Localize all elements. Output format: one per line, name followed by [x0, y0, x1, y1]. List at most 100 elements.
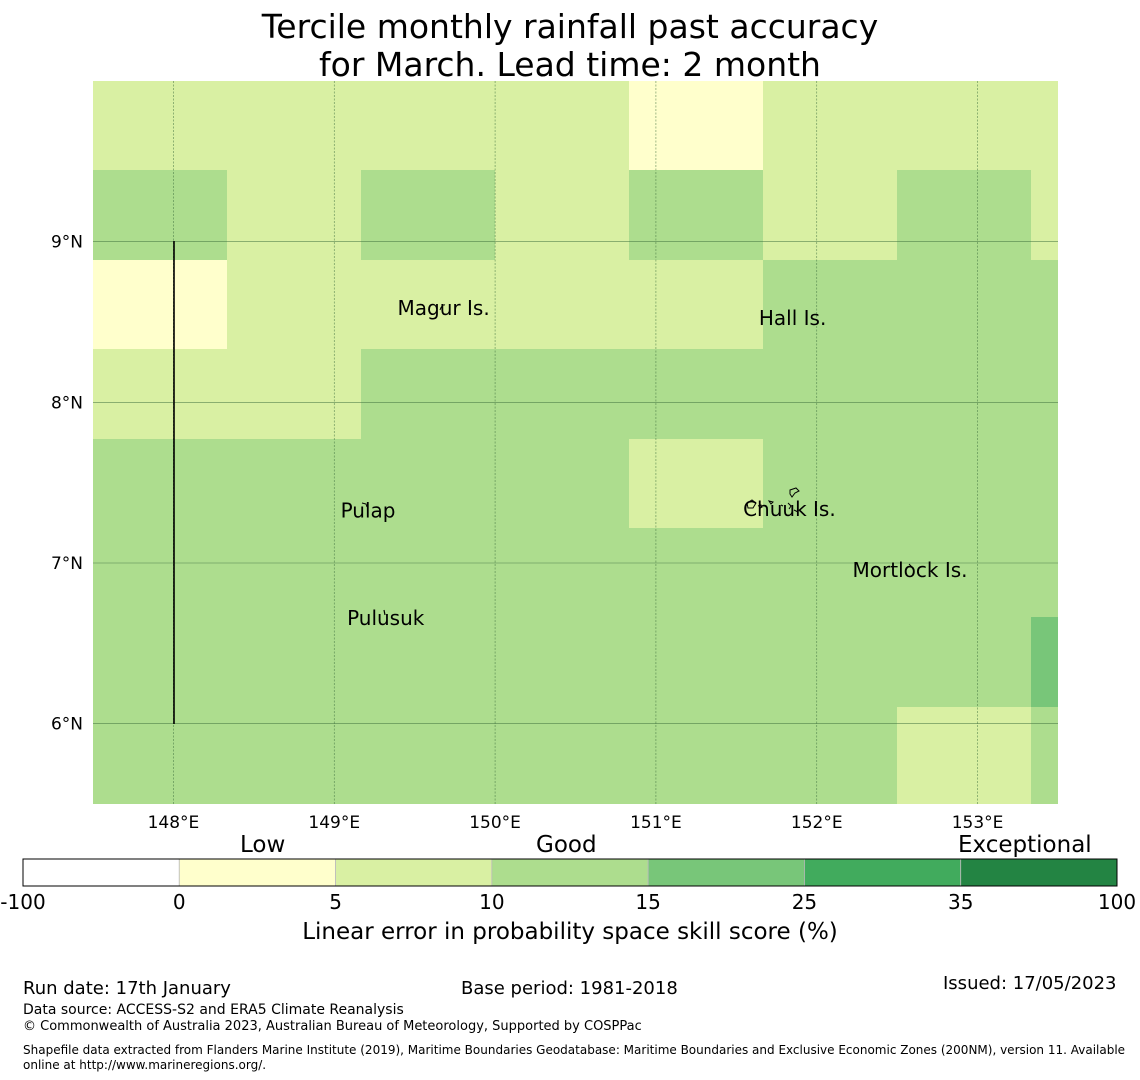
skill-cell — [763, 349, 897, 439]
chart-title-line1: Tercile monthly rainfall past accuracy — [261, 7, 879, 46]
lat-tick-label: 9°N — [51, 233, 83, 253]
skill-cell — [1031, 707, 1058, 804]
colorbar-bin — [960, 858, 1118, 887]
skill-cell — [93, 617, 227, 707]
skill-cell — [495, 617, 629, 707]
skill-cell — [361, 707, 495, 804]
skill-cell — [495, 349, 629, 439]
lat-tick-label: 7°N — [51, 554, 83, 574]
copyright-notice: © Commonwealth of Australia 2023, Austra… — [23, 1019, 642, 1034]
skill-cell — [93, 81, 227, 170]
colorbar-bin — [804, 858, 962, 887]
chart-title-line2: for March. Lead time: 2 month — [319, 45, 821, 84]
colorbar-bin — [22, 858, 180, 887]
pulusuk-island-outline — [383, 609, 386, 616]
map-features — [173, 241, 913, 724]
run-date: Run date: 17th January — [23, 978, 231, 999]
skill-cell — [897, 349, 1031, 439]
place-label: Mortlock Is. — [853, 558, 968, 582]
lat-tick-label: 6°N — [51, 715, 83, 735]
skill-cell — [495, 260, 629, 349]
pulap-island-outline — [361, 502, 368, 508]
skill-cell — [763, 260, 897, 349]
colorbar-tick-label: 10 — [479, 890, 505, 914]
lat-lon-gridlines — [93, 81, 1058, 804]
skill-cell — [763, 707, 897, 804]
skill-cell — [1031, 349, 1058, 439]
skill-cell — [629, 81, 763, 170]
skill-cell — [629, 707, 763, 804]
colorbar — [22, 858, 1118, 887]
skill-cell — [495, 81, 629, 170]
place-label: Hall Is. — [759, 306, 826, 330]
place-labels: Magur Is. Hall Is. Pulap Chuuk Is. Mortlock … — [341, 296, 968, 630]
skill-cell — [629, 349, 763, 439]
skill-cell — [361, 439, 495, 528]
lon-tick-label: 150°E — [469, 813, 521, 830]
skill-cell — [1031, 528, 1058, 617]
skill-cell — [495, 170, 629, 260]
skill-cell — [629, 617, 763, 707]
skill-grid-cells — [93, 81, 1058, 804]
skill-cell — [763, 617, 897, 707]
skill-cell — [897, 439, 1031, 528]
category-label-low: Low — [240, 832, 286, 858]
magur-island-outline — [439, 304, 446, 311]
skill-cell — [227, 707, 361, 804]
skill-cell — [897, 528, 1031, 617]
shapefile-credit-line2: online at http://www.marineregions.org/. — [23, 1058, 267, 1072]
skill-cell — [361, 528, 495, 617]
skill-cell — [227, 170, 361, 260]
skill-cell — [361, 260, 495, 349]
skill-cell — [763, 81, 897, 170]
mortlock-island-outline — [908, 563, 913, 568]
skill-cell — [495, 707, 629, 804]
lon-tick-label: 148°E — [148, 813, 200, 830]
skill-cell — [227, 528, 361, 617]
category-label-exceptional: Exceptional — [958, 832, 1092, 858]
colorbar-bin — [491, 858, 649, 887]
skill-cell — [1031, 439, 1058, 528]
skill-cell — [227, 260, 361, 349]
lat-tick-label: 8°N — [51, 393, 83, 413]
skill-cell — [93, 170, 227, 260]
category-label-good: Good — [536, 832, 597, 858]
skill-cell — [361, 349, 495, 439]
colorbar-tick-label: 35 — [947, 890, 974, 914]
place-label: Chuuk Is. — [743, 497, 836, 521]
lon-tick-label: 153°E — [952, 813, 1004, 830]
skill-cell — [227, 439, 361, 528]
lon-tick-label: 149°E — [308, 813, 360, 830]
skill-map: Magur Is. Hall Is. Pulap Chuuk Is. Mortlock … — [51, 81, 1058, 830]
skill-cell — [227, 349, 361, 439]
data-source: Data source: ACCESS-S2 and ERA5 Climate … — [23, 1002, 404, 1018]
place-label: Pulusuk — [347, 606, 425, 630]
colorbar-bin — [178, 858, 336, 887]
skill-cell — [227, 617, 361, 707]
skill-cell — [1031, 260, 1058, 349]
skill-cell — [897, 170, 1031, 260]
skill-cell — [93, 528, 227, 617]
colorbar-bin — [335, 858, 493, 887]
skill-cell — [227, 81, 361, 170]
skill-cell — [1031, 170, 1058, 260]
skill-cell — [93, 439, 227, 528]
skill-cell — [763, 439, 897, 528]
axis-ticks: 148°E 149°E 150°E 151°E 152°E 153°E 9°N 8°N 7°N 6… — [51, 233, 1003, 830]
skill-cell — [897, 707, 1031, 804]
skill-cell — [629, 439, 763, 528]
skill-cell — [93, 260, 227, 349]
skill-cell — [361, 170, 495, 260]
colorbar-tick-label: 15 — [635, 890, 661, 914]
skill-cell — [93, 349, 227, 439]
skill-cell — [495, 528, 629, 617]
skill-cell — [361, 81, 495, 170]
place-label: Pulap — [341, 499, 396, 523]
colorbar-tick-label: -100 — [0, 890, 46, 914]
skill-cell — [897, 81, 1031, 170]
skill-cell — [897, 260, 1031, 349]
colorbar-tick-label: 5 — [329, 890, 342, 914]
skill-cell — [361, 617, 495, 707]
skill-cell — [763, 170, 897, 260]
skill-cell — [629, 528, 763, 617]
